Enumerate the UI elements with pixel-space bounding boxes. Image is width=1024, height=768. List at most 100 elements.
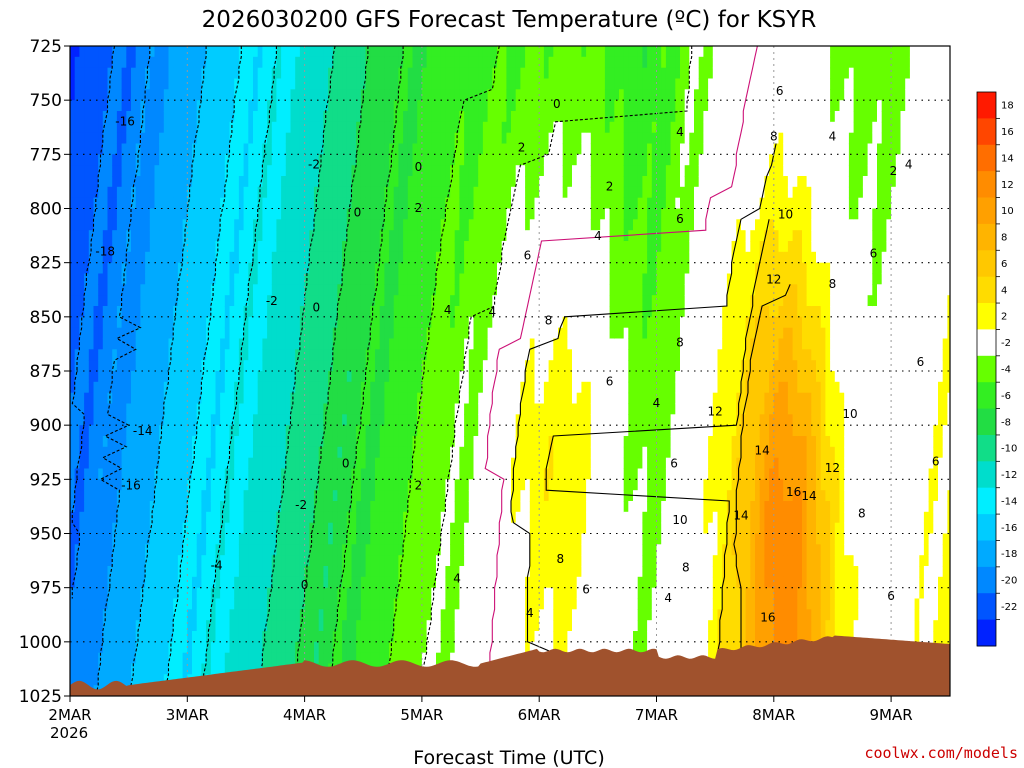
temperature-cell (276, 46, 282, 58)
temperature-cell (229, 631, 235, 643)
temperature-cell (253, 631, 259, 643)
temperature-cell (342, 251, 348, 264)
temperature-cell (262, 143, 268, 155)
temperature-cell (304, 78, 310, 90)
temperature-cell (431, 273, 437, 285)
temperature-cell (375, 46, 381, 58)
temperature-cell (102, 479, 109, 491)
temperature-cell (403, 186, 409, 199)
temperature-cell (328, 511, 334, 524)
temperature-cell (276, 522, 282, 535)
temperature-cell (262, 522, 268, 535)
temperature-cell (267, 522, 273, 535)
temperature-cell (267, 186, 273, 199)
temperature-cell (384, 371, 390, 383)
temperature-cell (379, 262, 385, 275)
temperature-cell (314, 306, 320, 318)
temperature-cell (365, 522, 371, 535)
temperature-cell (407, 652, 414, 665)
temperature-cell (243, 197, 249, 210)
temperature-cell (168, 132, 174, 145)
temperature-cell (248, 598, 254, 610)
temperature-cell (384, 121, 390, 134)
temperature-cell (281, 436, 287, 448)
temperature-cell (121, 403, 127, 415)
temperature-cell (140, 511, 146, 524)
temperature-cell (281, 251, 287, 264)
temperature-cell (454, 197, 460, 210)
temperature-cell (290, 544, 296, 556)
temperature-cell (196, 555, 202, 567)
temperature-cell (206, 457, 212, 470)
temperature-cell (290, 251, 296, 264)
temperature-cell (102, 566, 109, 578)
temperature-cell (356, 501, 362, 513)
temperature-cell (459, 89, 465, 101)
temperature-cell (220, 306, 226, 318)
temperature-cell (384, 479, 390, 491)
temperature-cell (360, 327, 367, 340)
temperature-cell (393, 490, 399, 502)
temperature-cell (229, 468, 235, 480)
temperature-cell (84, 132, 90, 145)
temperature-cell (412, 392, 418, 405)
temperature-cell (149, 306, 156, 318)
temperature-cell (182, 598, 188, 610)
temperature-cell (342, 338, 348, 350)
temperature-cell (98, 46, 104, 58)
temperature-cell (454, 414, 460, 426)
temperature-cell (79, 197, 85, 210)
temperature-cell (243, 555, 249, 567)
temperature-cell (412, 587, 418, 600)
temperature-cell (450, 576, 456, 589)
temperature-cell (407, 468, 414, 480)
temperature-cell (285, 132, 292, 145)
temperature-cell (107, 371, 113, 383)
temperature-cell (384, 446, 390, 459)
temperature-cell (403, 284, 409, 296)
temperature-cell (224, 425, 231, 437)
temperature-cell (224, 100, 231, 112)
temperature-cell (351, 143, 357, 155)
temperature-cell (84, 511, 90, 524)
temperature-cell (389, 576, 395, 589)
temperature-cell (253, 522, 259, 535)
temperature-cell (121, 598, 127, 610)
temperature-cell (257, 316, 263, 329)
temperature-cell (342, 89, 348, 101)
temperature-cell (360, 566, 367, 578)
temperature-cell (318, 587, 324, 600)
temperature-cell (102, 598, 109, 610)
temperature-cell (163, 446, 170, 459)
temperature-cell (131, 284, 137, 296)
temperature-cell (168, 154, 174, 166)
temperature-cell (192, 522, 198, 535)
temperature-cell (201, 46, 207, 58)
temperature-cell (337, 186, 343, 199)
temperature-cell (440, 197, 446, 210)
temperature-cell (79, 56, 85, 69)
temperature-cell (121, 338, 127, 350)
temperature-cell (407, 403, 414, 415)
temperature-cell (234, 425, 240, 437)
temperature-cell (215, 295, 221, 307)
temperature-cell (290, 371, 296, 383)
temperature-cell (276, 143, 282, 155)
temperature-cell (215, 522, 221, 535)
temperature-cell (163, 425, 170, 437)
temperature-cell (426, 186, 432, 199)
temperature-cell (295, 316, 301, 329)
temperature-cell (177, 186, 184, 199)
temperature-cell (360, 533, 367, 545)
temperature-cell (346, 121, 353, 134)
temperature-cell (229, 143, 235, 155)
temperature-cell (70, 56, 76, 69)
temperature-cell (74, 414, 80, 426)
temperature-cell (88, 576, 95, 589)
temperature-cell (116, 186, 123, 199)
temperature-cell (314, 457, 320, 470)
temperature-cell (412, 609, 418, 621)
temperature-cell (375, 197, 381, 210)
temperature-cell (196, 143, 202, 155)
temperature-cell (74, 284, 80, 296)
